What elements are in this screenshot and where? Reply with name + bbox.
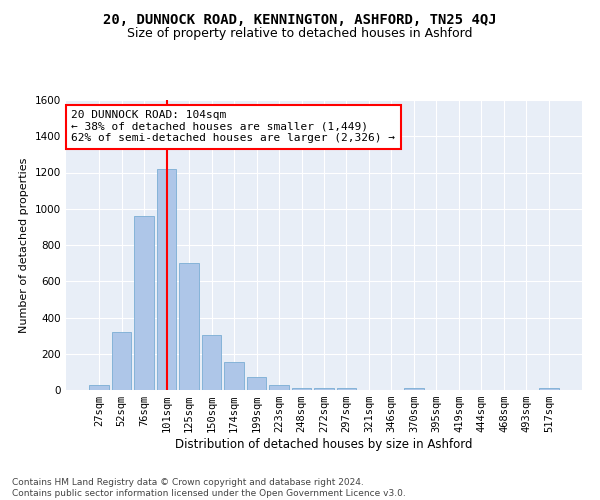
Bar: [134, 216, 154, 390]
Bar: [314, 388, 334, 390]
Y-axis label: Number of detached properties: Number of detached properties: [19, 158, 29, 332]
Text: Contains HM Land Registry data © Crown copyright and database right 2024.
Contai: Contains HM Land Registry data © Crown c…: [12, 478, 406, 498]
Bar: [179, 263, 199, 390]
Text: 20 DUNNOCK ROAD: 104sqm
← 38% of detached houses are smaller (1,449)
62% of semi: 20 DUNNOCK ROAD: 104sqm ← 38% of detache…: [71, 110, 395, 144]
Bar: [404, 388, 424, 390]
X-axis label: Distribution of detached houses by size in Ashford: Distribution of detached houses by size …: [175, 438, 473, 451]
Bar: [247, 378, 266, 390]
Bar: [269, 384, 289, 390]
Bar: [539, 388, 559, 390]
Text: 20, DUNNOCK ROAD, KENNINGTON, ASHFORD, TN25 4QJ: 20, DUNNOCK ROAD, KENNINGTON, ASHFORD, T…: [103, 12, 497, 26]
Bar: [202, 334, 221, 390]
Bar: [224, 362, 244, 390]
Bar: [112, 332, 131, 390]
Bar: [157, 169, 176, 390]
Bar: [89, 384, 109, 390]
Bar: [292, 388, 311, 390]
Bar: [337, 388, 356, 390]
Text: Size of property relative to detached houses in Ashford: Size of property relative to detached ho…: [127, 28, 473, 40]
